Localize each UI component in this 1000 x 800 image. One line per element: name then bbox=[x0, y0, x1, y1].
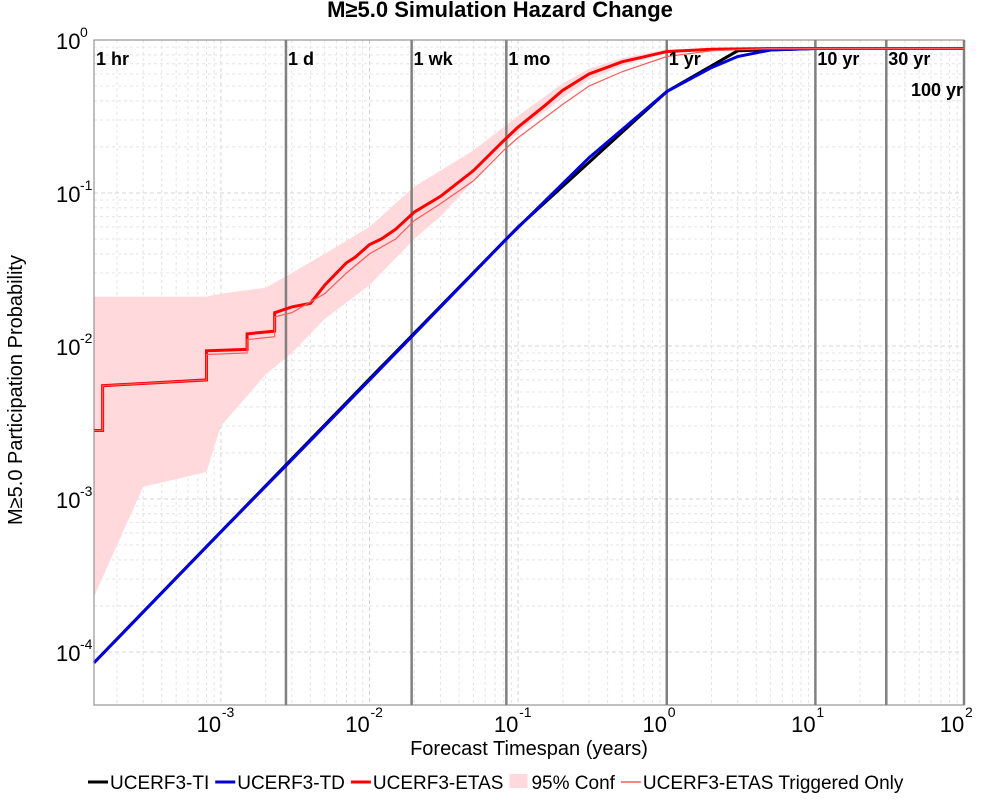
legend-item: UCERF3-ETAS bbox=[350, 773, 504, 794]
x-tick-label: 10 2 bbox=[940, 704, 973, 737]
svg-text:-1: -1 bbox=[80, 177, 93, 193]
legend-label: UCERF3-TI bbox=[110, 773, 209, 794]
svg-text:1: 1 bbox=[816, 704, 824, 720]
legend-label: 95% Conf bbox=[531, 773, 615, 794]
svg-text:10: 10 bbox=[345, 712, 369, 737]
x-tick-label: 10 1 bbox=[791, 704, 824, 737]
y-tick-label: 10 -4 bbox=[56, 636, 93, 666]
svg-text:10: 10 bbox=[494, 712, 518, 737]
legend-label: UCERF3-ETAS Triggered Only bbox=[643, 773, 904, 794]
svg-text:10: 10 bbox=[56, 488, 80, 513]
legend-swatch bbox=[509, 774, 528, 788]
series-95-conf-band bbox=[94, 48, 964, 597]
svg-text:10: 10 bbox=[940, 712, 964, 737]
time-marker-layer bbox=[284, 40, 966, 705]
time-marker-label: 1 yr bbox=[669, 49, 701, 69]
svg-text:0: 0 bbox=[668, 704, 676, 720]
svg-text:-2: -2 bbox=[371, 704, 384, 720]
svg-text:10: 10 bbox=[56, 641, 80, 666]
y-tick-label: 10 0 bbox=[56, 24, 88, 54]
time-marker-label: 30 yr bbox=[888, 49, 930, 69]
legend-item: UCERF3-TD bbox=[215, 773, 345, 794]
svg-text:0: 0 bbox=[80, 24, 88, 40]
svg-text:10: 10 bbox=[197, 712, 221, 737]
legend-label: UCERF3-ETAS bbox=[373, 773, 504, 794]
chart-title: M≥5.0 Simulation Hazard Change bbox=[327, 0, 673, 22]
confidence-band-layer bbox=[94, 48, 964, 597]
x-tick-label: 10 -2 bbox=[345, 704, 383, 737]
y-axis-label: M≥5.0 Participation Probability bbox=[5, 255, 27, 525]
svg-text:-4: -4 bbox=[80, 636, 93, 652]
legend: UCERF3-TI UCERF3-TD UCERF3-ETAS 95% Conf UCE… bbox=[88, 773, 904, 794]
svg-text:10: 10 bbox=[56, 29, 80, 54]
legend-label: UCERF3-TD bbox=[237, 773, 345, 794]
time-marker-label: 1 wk bbox=[414, 49, 454, 69]
y-tick-label: 10 -1 bbox=[56, 177, 93, 207]
time-marker-label-layer: 1 hr 1 d 1 wk 1 mo 1 yr 10 yr 30 yr 100 yr bbox=[96, 49, 963, 100]
x-axis-label: Forecast Timespan (years) bbox=[410, 738, 648, 760]
legend-item: UCERF3-ETAS Triggered Only bbox=[620, 773, 904, 794]
time-marker-label: 1 hr bbox=[96, 49, 129, 69]
legend-item: UCERF3-TI bbox=[88, 773, 209, 794]
svg-text:-3: -3 bbox=[80, 483, 93, 499]
y-tick-label: 10 -2 bbox=[56, 330, 93, 360]
series-ucerf3-etas-triggered-line bbox=[94, 47, 964, 432]
time-marker-label: 1 mo bbox=[508, 49, 550, 69]
svg-text:-2: -2 bbox=[80, 330, 93, 346]
svg-text:-1: -1 bbox=[519, 704, 532, 720]
time-marker-label: 1 d bbox=[288, 49, 314, 69]
time-marker-label: 10 yr bbox=[817, 49, 859, 69]
plot-frame bbox=[93, 39, 965, 706]
svg-text:10: 10 bbox=[56, 335, 80, 360]
svg-text:2: 2 bbox=[965, 704, 973, 720]
svg-text:10: 10 bbox=[56, 182, 80, 207]
svg-text:10: 10 bbox=[643, 712, 667, 737]
series-layer bbox=[92, 46, 964, 664]
x-axis-ticks: 10 -3 10 -2 10 -1 10 0 10 1 10 2 bbox=[197, 704, 973, 737]
x-tick-label: 10 0 bbox=[643, 704, 676, 737]
svg-text:-3: -3 bbox=[222, 704, 235, 720]
x-tick-label: 10 -3 bbox=[197, 704, 235, 737]
legend-item: 95% Conf bbox=[509, 773, 616, 794]
time-marker-label: 100 yr bbox=[911, 80, 963, 100]
x-tick-label: 10 -1 bbox=[494, 704, 532, 737]
y-tick-label: 10 -3 bbox=[56, 483, 93, 513]
svg-text:10: 10 bbox=[791, 712, 815, 737]
